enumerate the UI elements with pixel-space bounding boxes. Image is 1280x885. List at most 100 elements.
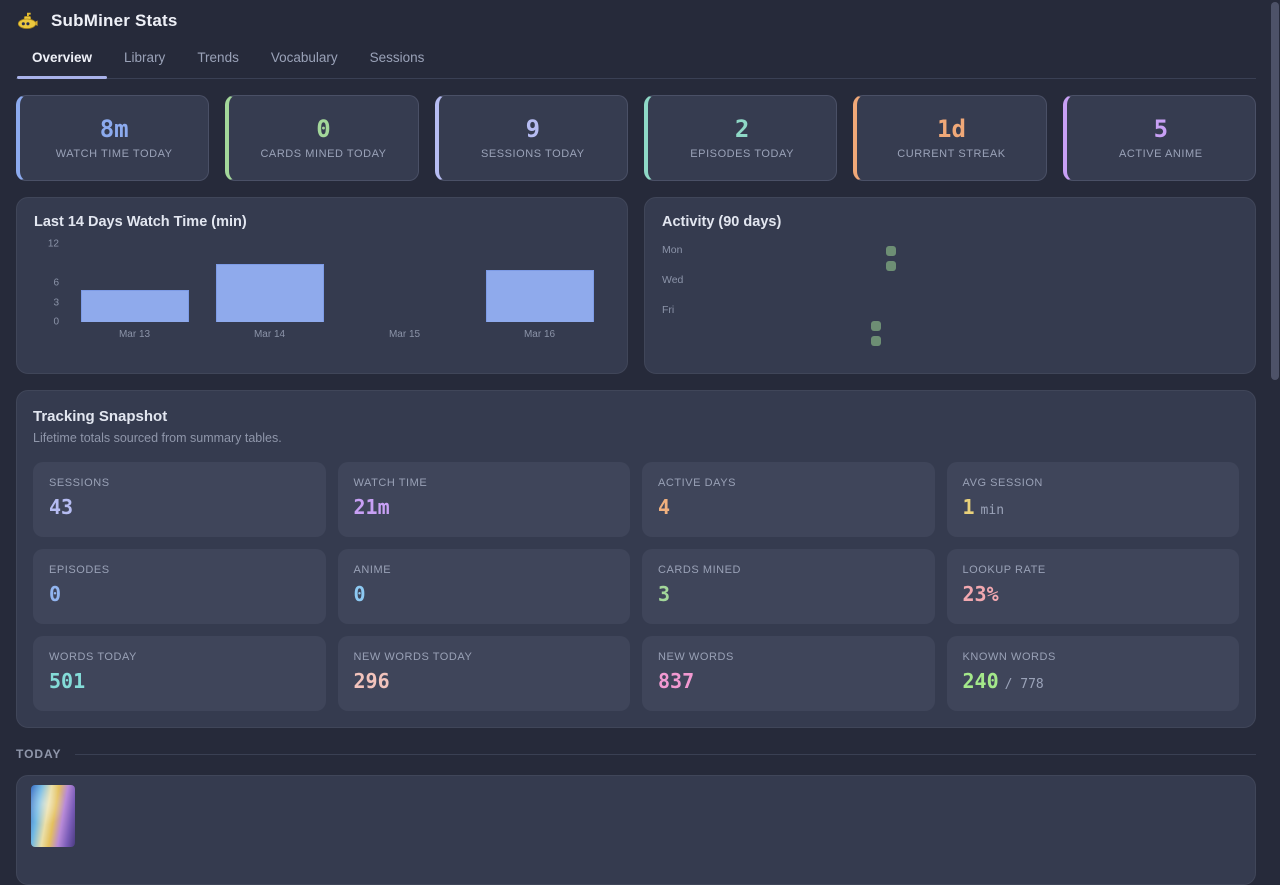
heatmap-cell bbox=[766, 336, 776, 346]
heatmap-cell bbox=[706, 291, 716, 301]
heatmap-cell bbox=[736, 306, 746, 316]
heatmap-cell bbox=[871, 291, 881, 301]
heatmap-cell bbox=[856, 306, 866, 316]
stat-card-episodes-today: 2 EPISODES TODAY bbox=[643, 95, 838, 181]
heatmap-cell bbox=[691, 246, 701, 256]
heatmap-cell bbox=[721, 261, 731, 271]
page-title: SubMiner Stats bbox=[51, 10, 178, 30]
tab-bar: Overview Library Trends Vocabulary Sessi… bbox=[16, 43, 1256, 79]
tile-active-days: ACTIVE DAYS 4 bbox=[642, 462, 935, 537]
tile-new-words-today: NEW WORDS TODAY 296 bbox=[337, 636, 630, 711]
heatmap-cell bbox=[856, 261, 866, 271]
tile-avg-session: AVG SESSION 1 min bbox=[946, 462, 1239, 537]
heatmap-cell bbox=[721, 336, 731, 346]
heatmap-cell bbox=[871, 306, 881, 316]
yellow-submarine-icon bbox=[16, 10, 38, 32]
tile-label: EPISODES bbox=[49, 564, 110, 576]
y-axis-tick: 12 bbox=[47, 238, 59, 250]
tile-new-words: NEW WORDS 837 bbox=[642, 636, 935, 711]
heatmap-cell bbox=[691, 336, 701, 346]
tile-suffix: / 778 bbox=[1004, 677, 1044, 692]
tile-label: WATCH TIME bbox=[353, 477, 428, 489]
tile-value: 4 bbox=[658, 495, 671, 519]
tile-value: 21m bbox=[353, 495, 390, 519]
vertical-scrollbar-thumb[interactable] bbox=[1271, 2, 1279, 380]
tile-label: CARDS MINED bbox=[658, 564, 742, 576]
heatmap-cell bbox=[826, 306, 836, 316]
section-title: Tracking Snapshot bbox=[33, 408, 168, 425]
heatmap-cell bbox=[721, 321, 731, 331]
heatmap-cell bbox=[811, 336, 821, 346]
heatmap-cell bbox=[826, 246, 836, 256]
tab-vocabulary[interactable]: Vocabulary bbox=[270, 50, 338, 65]
heatmap-cell bbox=[781, 246, 791, 256]
tile-value: 0 bbox=[49, 582, 62, 606]
tracking-tile-grid: SESSIONS 43 WATCH TIME 21m ACTIVE DAYS 4… bbox=[33, 462, 1239, 711]
heatmap-cell bbox=[721, 306, 731, 316]
heatmap-cell bbox=[706, 246, 716, 256]
stat-card-row: 8m WATCH TIME TODAY 0 CARDS MINED TODAY … bbox=[16, 95, 1256, 181]
stat-card-sessions-today: 9 SESSIONS TODAY bbox=[434, 95, 628, 181]
heatmap-cell bbox=[721, 246, 731, 256]
heatmap-cell bbox=[811, 321, 821, 331]
stat-label: CARDS MINED TODAY bbox=[260, 147, 387, 160]
heatmap-cell bbox=[766, 306, 776, 316]
stat-label: ACTIVE ANIME bbox=[1118, 147, 1203, 160]
chart-title: Last 14 Days Watch Time (min) bbox=[34, 214, 247, 230]
heatmap-cell bbox=[826, 291, 836, 301]
tab-sessions[interactable]: Sessions bbox=[369, 50, 425, 65]
heatmap-cell bbox=[856, 291, 866, 301]
tile-label: NEW WORDS bbox=[658, 651, 734, 663]
tile-value: 837 bbox=[658, 669, 695, 693]
activity-heatmap-panel: Activity (90 days) Mon Wed Fri bbox=[644, 197, 1256, 374]
stat-value: 5 bbox=[1153, 114, 1169, 143]
heatmap-cell bbox=[886, 246, 896, 256]
tile-value: 240 bbox=[962, 669, 999, 693]
heatmap-cell bbox=[766, 246, 776, 256]
watch-time-chart-panel: Last 14 Days Watch Time (min) 12 6 3 0 Mar 1… bbox=[16, 197, 628, 374]
heatmap-cell bbox=[736, 261, 746, 271]
stat-card-watch-time-today: 8m WATCH TIME TODAY bbox=[16, 95, 210, 181]
heatmap-grid bbox=[691, 246, 896, 346]
heatmap-cell bbox=[841, 321, 851, 331]
heatmap-cell bbox=[841, 261, 851, 271]
tab-library[interactable]: Library bbox=[124, 50, 166, 65]
stat-label: WATCH TIME TODAY bbox=[55, 147, 173, 160]
heatmap-cell bbox=[886, 261, 896, 271]
heatmap-cell bbox=[781, 306, 791, 316]
tile-watch-time: WATCH TIME 21m bbox=[337, 462, 630, 537]
heatmap-cell bbox=[871, 321, 881, 331]
heatmap-cell bbox=[796, 246, 806, 256]
x-axis-label: Mar 15 bbox=[388, 329, 421, 340]
app-header: SubMiner Stats bbox=[16, 0, 1256, 30]
heatmap-cell bbox=[781, 261, 791, 271]
watch-time-plot: 12 6 3 0 Mar 13 Mar 14 Mar 15 Mar 16 bbox=[48, 239, 607, 340]
bar-slot: Mar 13 bbox=[67, 244, 202, 340]
bar bbox=[485, 270, 594, 322]
day-label: Fri bbox=[662, 304, 675, 316]
heatmap-cell bbox=[691, 291, 701, 301]
tile-label: NEW WORDS TODAY bbox=[353, 651, 473, 663]
stat-value: 9 bbox=[525, 114, 541, 143]
heatmap-cell bbox=[871, 261, 881, 271]
tab-overview[interactable]: Overview bbox=[16, 43, 108, 79]
heatmap-cell bbox=[826, 276, 836, 286]
section-divider bbox=[75, 753, 1256, 755]
heatmap-cell bbox=[841, 306, 851, 316]
y-axis-tick: 3 bbox=[53, 297, 59, 308]
heatmap-cell bbox=[736, 291, 746, 301]
heatmap-cell bbox=[886, 321, 896, 331]
stat-value: 8m bbox=[99, 114, 129, 143]
stat-value: 2 bbox=[734, 114, 750, 143]
y-axis-tick: 6 bbox=[53, 277, 59, 289]
bar bbox=[215, 263, 324, 322]
heatmap-cell bbox=[811, 261, 821, 271]
tile-label: KNOWN WORDS bbox=[962, 651, 1056, 663]
tile-cards-mined: CARDS MINED 3 bbox=[642, 549, 935, 624]
heatmap-cell bbox=[796, 276, 806, 286]
section-subtitle: Lifetime totals sourced from summary tab… bbox=[33, 431, 282, 445]
tab-trends[interactable]: Trends bbox=[197, 50, 239, 65]
heatmap-cell bbox=[871, 336, 881, 346]
today-session-card[interactable] bbox=[16, 775, 1256, 885]
